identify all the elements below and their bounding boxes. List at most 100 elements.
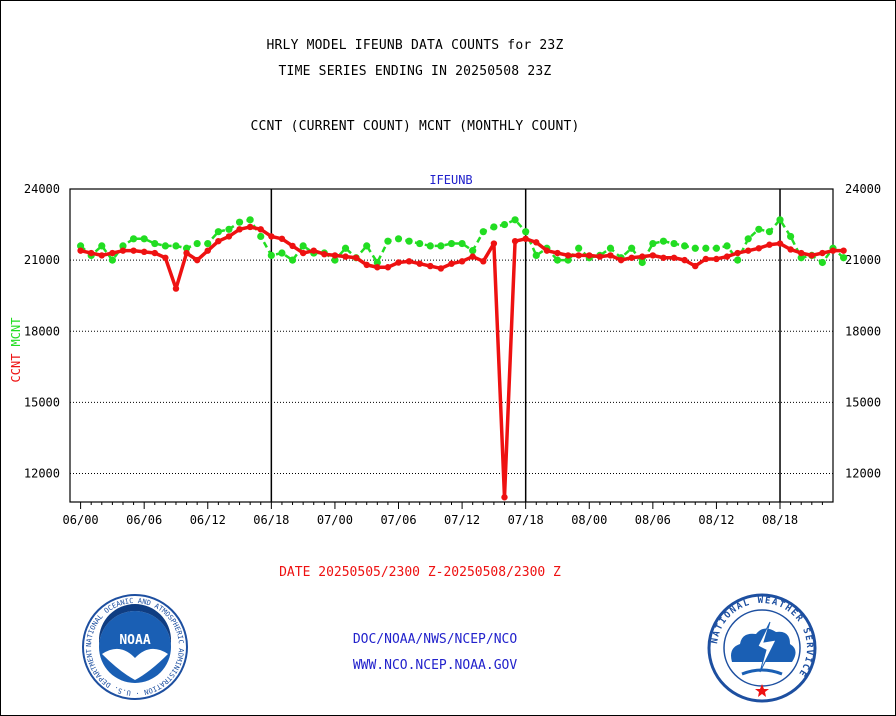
data-point-ccnt: [776, 240, 784, 247]
data-point-ccnt: [289, 242, 296, 250]
data-point-mcnt: [723, 242, 731, 250]
data-point-mcnt: [76, 242, 85, 250]
y-tick-label-left: 15000: [24, 395, 60, 409]
data-point-mcnt: [394, 235, 403, 243]
data-point-mcnt: [734, 256, 742, 264]
data-point-ccnt: [321, 251, 328, 258]
data-point-mcnt: [108, 256, 116, 264]
data-point-ccnt: [543, 247, 551, 254]
y-tick-label-left: 21000: [24, 253, 60, 267]
data-point-ccnt: [395, 259, 402, 266]
y-tick-label-right: 21000: [845, 253, 881, 267]
data-point-mcnt: [341, 244, 350, 252]
data-point-ccnt: [692, 262, 699, 270]
data-point-mcnt: [681, 242, 689, 250]
data-point-ccnt: [183, 249, 190, 257]
data-point-ccnt: [374, 264, 381, 271]
data-point-mcnt: [204, 239, 212, 248]
y-tick-label-left: 12000: [24, 467, 60, 481]
data-point-ccnt: [787, 246, 794, 253]
data-point-mcnt: [225, 225, 233, 233]
noaa-logo: NATIONAL OCEANIC AND ATMOSPHERIC ADMINIS…: [80, 592, 188, 700]
data-point-mcnt: [193, 239, 201, 248]
data-point-ccnt: [204, 247, 211, 254]
data-point-mcnt: [299, 242, 307, 250]
data-point-mcnt: [532, 251, 540, 259]
x-tick-label: 07/18: [508, 513, 544, 527]
y-tick-label-right: 12000: [845, 467, 881, 481]
y-axis-label-ccnt: CCNT: [9, 354, 23, 383]
plot-area: [69, 188, 834, 503]
data-point-mcnt: [712, 244, 721, 252]
data-point-mcnt: [638, 258, 646, 267]
data-point-ccnt: [670, 254, 678, 261]
data-point-ccnt: [299, 249, 307, 257]
data-point-mcnt: [331, 256, 339, 264]
data-point-ccnt: [162, 254, 169, 261]
chart-svg: 12000 12000 15000 15000 18000 18000 21000 21000…: [9, 173, 881, 527]
data-point-ccnt: [405, 258, 413, 265]
data-point-ccnt: [331, 252, 339, 259]
data-point-ccnt: [215, 237, 222, 245]
data-point-ccnt: [607, 252, 614, 259]
data-point-ccnt: [172, 285, 180, 292]
data-point-ccnt: [109, 249, 116, 257]
data-point-mcnt: [511, 216, 519, 224]
data-point-ccnt: [713, 255, 720, 263]
x-tick-label: 06/18: [253, 513, 289, 527]
nco-org-link[interactable]: DOC/NOAA/NWS/NCEP/NCO: [352, 632, 518, 647]
y-axis-label-group: CCNT MCNT: [9, 318, 23, 383]
data-point-ccnt: [490, 240, 498, 247]
data-point-mcnt: [606, 244, 615, 252]
data-point-ccnt: [278, 235, 286, 242]
data-point-mcnt: [691, 244, 699, 252]
data-point-mcnt: [702, 244, 710, 252]
data-point-ccnt: [427, 262, 434, 270]
data-point-ccnt: [225, 233, 233, 240]
data-point-mcnt: [553, 256, 562, 264]
data-point-mcnt: [469, 247, 477, 255]
data-point-mcnt: [670, 239, 678, 248]
data-point-ccnt: [617, 256, 625, 264]
y-tick-label-left: 18000: [24, 324, 60, 338]
nco-website-link[interactable]: WWW.NCO.NCEP.NOAA.GOV: [352, 658, 518, 673]
data-point-ccnt: [533, 239, 540, 246]
data-point-ccnt: [808, 252, 816, 259]
data-point-ccnt: [829, 247, 837, 254]
chart-title: HRLY MODEL IFEUNB DATA COUNTS for 23Z: [266, 38, 564, 53]
data-point-mcnt: [797, 254, 805, 262]
data-point-mcnt: [575, 244, 583, 252]
data-point-ccnt: [681, 256, 688, 264]
data-point-ccnt: [511, 237, 519, 245]
data-point-ccnt: [352, 254, 360, 261]
data-point-mcnt: [140, 235, 148, 243]
x-tick-label: 08/18: [762, 513, 798, 527]
data-point-mcnt: [257, 232, 265, 241]
data-point-mcnt: [151, 239, 159, 248]
data-point-ccnt: [458, 258, 466, 265]
data-point-mcnt: [235, 218, 244, 226]
x-tick-label: 07/12: [444, 513, 480, 527]
data-point-ccnt: [660, 254, 667, 261]
data-point-mcnt: [447, 239, 456, 248]
axis-layer: 12000 12000 15000 15000 18000 18000 21000 21000…: [24, 182, 881, 527]
data-point-ccnt: [87, 249, 95, 257]
data-point-mcnt: [182, 244, 191, 252]
x-tick-label: 08/06: [635, 513, 671, 527]
data-point-mcnt: [479, 228, 487, 236]
data-point-ccnt: [98, 252, 105, 259]
data-point-ccnt: [501, 494, 508, 501]
data-point-ccnt: [745, 247, 752, 254]
data-point-mcnt: [161, 242, 169, 250]
data-point-ccnt: [119, 247, 127, 254]
y-axis-label-mcnt: MCNT: [9, 318, 23, 347]
data-point-mcnt: [278, 249, 286, 257]
data-point-mcnt: [267, 251, 275, 259]
data-point-mcnt: [384, 237, 392, 245]
data-point-ccnt: [257, 226, 264, 233]
data-point-ccnt: [193, 256, 201, 264]
data-point-mcnt: [119, 242, 127, 250]
data-point-ccnt: [798, 249, 805, 257]
data-point-mcnt: [818, 258, 827, 267]
data-point-ccnt: [639, 253, 646, 260]
